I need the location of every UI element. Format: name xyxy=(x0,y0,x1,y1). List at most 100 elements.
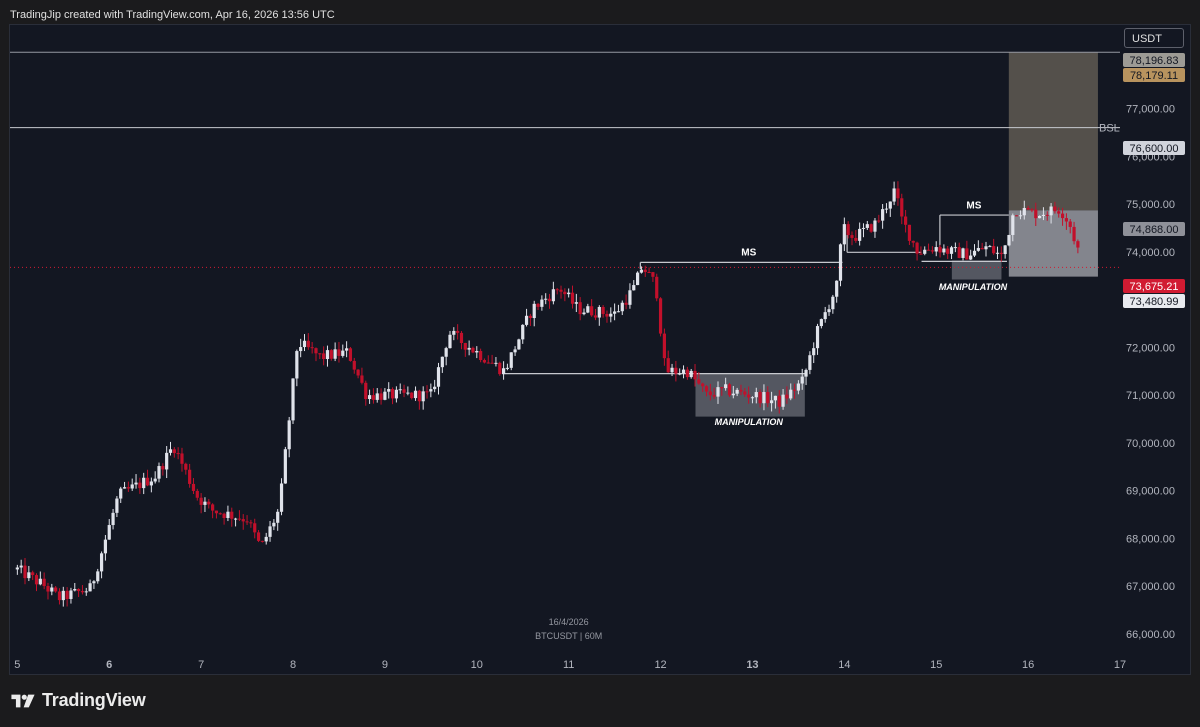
candle-body-7 xyxy=(42,578,46,587)
candle-body-196 xyxy=(766,392,770,404)
candle-body-97 xyxy=(387,389,391,392)
candle-body-226 xyxy=(881,209,885,221)
candle-body-33 xyxy=(142,477,146,489)
candle-body-67 xyxy=(272,522,276,527)
bsl-label: BSL xyxy=(1099,123,1120,135)
candle-body-179 xyxy=(701,383,705,387)
candle-body-256 xyxy=(995,252,1000,254)
candle-body-220 xyxy=(858,228,862,241)
candle-body-52 xyxy=(214,510,219,514)
watermark-symbol: BTCUSDT | 60M xyxy=(535,631,602,641)
candle-body-246 xyxy=(957,247,961,258)
candle-body-271 xyxy=(1053,206,1057,212)
candle-body-258 xyxy=(1003,245,1007,255)
time-tick-label: 7 xyxy=(198,659,204,671)
candle-body-160 xyxy=(628,290,632,305)
candle-body-276 xyxy=(1072,226,1076,242)
candle-body-56 xyxy=(230,511,234,519)
ms-label-0: MS xyxy=(741,248,756,259)
candle-body-116 xyxy=(459,332,464,344)
price-tag-3 xyxy=(1123,222,1185,236)
candle-body-163 xyxy=(639,269,644,273)
candle-body-168 xyxy=(658,298,663,334)
currency-selector[interactable]: USDT xyxy=(1124,28,1184,48)
candle-body-182 xyxy=(712,395,716,397)
candle-body-93 xyxy=(371,395,376,400)
candle-body-122 xyxy=(482,360,487,363)
price-tag-label-4: 73,675.21 xyxy=(1130,281,1179,293)
candle-body-223 xyxy=(869,224,873,232)
price-tick-label: 66,000.00 xyxy=(1126,629,1175,641)
candle-body-188 xyxy=(735,389,739,394)
chart-panel[interactable]: BSL MS MS MANIPULATION MANIPULATION 16/4/20… xyxy=(9,24,1191,675)
candle-body-195 xyxy=(762,392,766,404)
candle-body-153 xyxy=(601,306,605,314)
candle-body-112 xyxy=(444,348,448,357)
candle-body-83 xyxy=(333,349,337,359)
candle-body-217 xyxy=(846,224,850,236)
candle-body-47 xyxy=(195,490,199,498)
price-tag-label-0: 78,196.83 xyxy=(1130,55,1179,67)
candle-body-17 xyxy=(80,591,85,593)
candle-body-180 xyxy=(704,386,709,392)
candle-body-104 xyxy=(413,390,418,399)
candle-body-36 xyxy=(153,478,157,482)
price-tick-label: 72,000.00 xyxy=(1126,342,1175,354)
price-tag-label-1: 78,179.11 xyxy=(1130,70,1178,82)
candle-body-39 xyxy=(165,452,169,470)
candle-body-135 xyxy=(532,303,536,319)
price-tick-label: 77,000.00 xyxy=(1126,104,1175,116)
candle-body-263 xyxy=(1022,207,1026,216)
candle-body-171 xyxy=(670,367,674,373)
candle-body-272 xyxy=(1057,211,1061,214)
candle-body-45 xyxy=(188,469,192,484)
candle-body-233 xyxy=(907,224,912,241)
candle-body-28 xyxy=(122,487,127,489)
candle-body-262 xyxy=(1018,215,1023,217)
candle-body-53 xyxy=(218,513,222,515)
candle-body-277 xyxy=(1076,241,1080,248)
candle-body-87 xyxy=(348,348,353,361)
candle-body-216 xyxy=(842,224,846,245)
candle-body-230 xyxy=(896,188,900,199)
candle-body-268 xyxy=(1041,214,1046,216)
time-tick-label: 11 xyxy=(563,659,574,671)
candle-body-239 xyxy=(930,250,934,252)
candle-body-178 xyxy=(697,379,701,384)
candle-body-90 xyxy=(360,375,364,383)
candle-body-41 xyxy=(172,449,176,454)
candle-body-164 xyxy=(643,269,647,273)
candle-body-72 xyxy=(291,378,295,421)
candle-body-129 xyxy=(509,352,513,368)
candle-body-132 xyxy=(521,324,525,340)
candle-body-123 xyxy=(486,362,490,364)
candle-body-118 xyxy=(467,347,471,350)
candle-body-192 xyxy=(750,397,755,399)
candle-body-203 xyxy=(792,389,797,391)
candle-body-214 xyxy=(835,280,839,297)
candle-body-128 xyxy=(505,367,510,369)
candle-body-238 xyxy=(926,249,931,251)
time-tick-label: 12 xyxy=(654,659,666,671)
candle-body-86 xyxy=(345,348,349,351)
candle-body-88 xyxy=(352,360,356,370)
candle-body-113 xyxy=(448,334,452,349)
time-tick-label: 8 xyxy=(290,659,296,671)
candle-body-38 xyxy=(161,466,165,470)
candle-body-213 xyxy=(831,296,835,310)
price-chart[interactable]: BSL MS MS MANIPULATION MANIPULATION 16/4/20… xyxy=(10,25,1190,674)
candle-body-148 xyxy=(582,312,586,315)
candle-body-99 xyxy=(394,389,398,399)
candle-body-150 xyxy=(590,306,594,316)
candle-body-110 xyxy=(436,367,441,387)
candle-body-265 xyxy=(1030,209,1034,211)
candle-body-162 xyxy=(635,272,640,286)
candle-body-119 xyxy=(471,347,475,353)
candle-body-46 xyxy=(191,483,196,491)
candle-body-0 xyxy=(15,567,19,570)
candle-body-26 xyxy=(115,498,119,513)
candle-body-120 xyxy=(475,351,479,353)
tradingview-brand[interactable]: TradingView xyxy=(10,690,146,711)
candle-body-253 xyxy=(984,246,988,250)
candle-body-208 xyxy=(812,348,816,356)
